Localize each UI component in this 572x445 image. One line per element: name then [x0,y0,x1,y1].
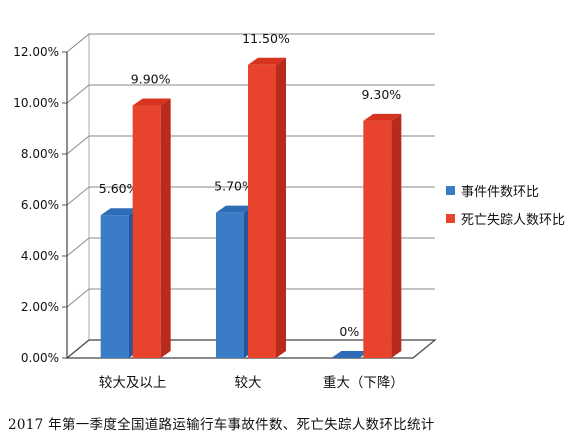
bar-side [160,98,171,359]
legend-swatch-series1 [446,186,455,195]
legend-item-series2: 死亡失踪人数环比 [446,210,571,232]
gridline-side [66,33,90,53]
x-category-label: 重大（下降） [323,375,404,391]
gridline-side [66,186,90,206]
bar-side [276,57,286,358]
y-tick-label: 8.00% [21,147,59,161]
bar-data-label: 5.60% [99,181,139,196]
y-tick-label: 6.00% [21,198,59,212]
gridline-side [66,288,90,308]
bar-data-label: 5.70% [214,179,254,194]
y-tick-label: 0.00% [21,351,59,365]
bar-top [132,98,171,106]
bar [248,64,276,358]
legend: 事件件数环比 死亡失踪人数环比 [446,182,571,238]
bar [216,212,244,358]
bar [363,120,392,358]
gridline-side [66,237,90,257]
bar-top [100,208,139,216]
legend-label-series1: 事件件数环比 [461,185,540,200]
gridline-side [66,135,90,155]
x-category-label: 较大 [235,375,262,391]
y-tick-label: 12.00% [13,45,59,59]
bar-top [216,205,254,213]
bar-data-label: 0% [339,324,359,339]
bar-top [363,113,402,121]
bar-data-label: 9.90% [131,72,171,87]
chart-caption: 2017 年第一季度全国道路运输行车事故件数、死亡失踪人数环比统计 [8,417,435,433]
bar [100,215,129,358]
bar-data-label: 9.30% [361,87,401,102]
bar-data-label: 11.50% [242,31,290,46]
bar-top [331,351,370,358]
legend-item-series1: 事件件数环比 [446,182,571,204]
legend-swatch-series2 [446,214,455,223]
bar [132,105,161,358]
bar-side [391,113,402,358]
x-category-label: 较大及以上 [99,375,167,391]
y-tick-label: 4.00% [21,249,59,263]
bar-chart: 0.00% 2.00% 4.00% 6.00% 8.00% 10.00% 12.00% 5.6… [13,31,437,391]
bar-top [248,57,286,65]
gridline-side [66,84,90,104]
y-tick-label: 2.00% [21,300,59,314]
legend-label-series2: 死亡失踪人数环比 [461,213,566,228]
y-tick-label: 10.00% [13,96,59,110]
